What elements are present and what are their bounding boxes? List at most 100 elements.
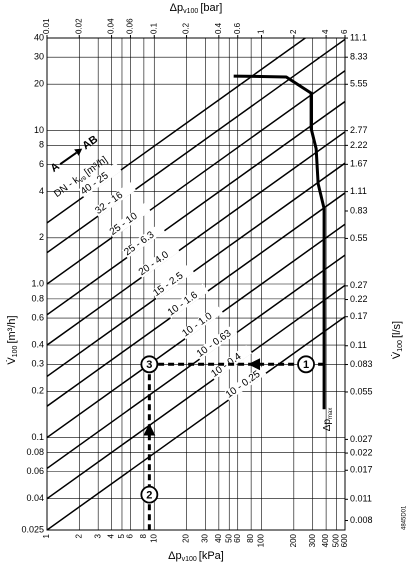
kvs-label-bg: [208, 344, 253, 380]
y-tick-label: 20: [34, 79, 44, 89]
marker: [140, 355, 159, 374]
y2-tick-label: 0.027: [350, 434, 373, 444]
right-axis-title: V̇100[l/s]: [390, 321, 404, 359]
left-axis-title: V̇100[m³/h]: [5, 315, 19, 364]
x2-tick-label: 2: [289, 29, 298, 34]
kvs-label-bg: [179, 304, 224, 340]
x-tick-label: 3: [93, 533, 102, 538]
x-tick-label: 1: [42, 533, 51, 538]
y2-tick-label: 0.17: [350, 311, 368, 321]
y2-tick-label: 8.33: [350, 52, 368, 62]
y-tick-label: 40: [34, 32, 44, 42]
x-tick-label: 20: [182, 533, 191, 542]
x2-tick-label: 0.1: [149, 22, 158, 34]
y2-tick-label: 0.011: [350, 494, 372, 504]
y-tick-label: 0.1: [31, 432, 44, 442]
kvs-label-bg: [121, 223, 166, 259]
x-tick-label: 50: [224, 533, 233, 542]
y2-tick-label: 0.27: [350, 280, 368, 290]
x-tick-label: 6: [126, 533, 135, 538]
y-tick-label: 0.2: [31, 386, 44, 396]
kvs-label: 25 - 6.3: [122, 229, 156, 258]
flow-from: A: [48, 160, 61, 174]
x2-tick-label: 0.2: [182, 22, 191, 34]
y2-tick-label: 1.67: [350, 159, 368, 169]
y2-tick-label: 0.017: [350, 465, 373, 475]
y2-tick-label: 0.22: [350, 294, 368, 304]
y-tick-label: 6: [39, 159, 44, 169]
kvs-label-bg: [136, 243, 180, 279]
kvs-line: [47, 316, 345, 530]
x-tick-label: 500: [332, 533, 341, 547]
y-tick-label: 8: [39, 140, 44, 150]
x-tick-label: 200: [289, 533, 298, 547]
x-tick-label: 2: [74, 533, 83, 538]
kvs-label: 10 - 1.0: [180, 311, 214, 340]
x-tick-label: 300: [308, 533, 317, 547]
y-tick-label: 0.08: [26, 447, 44, 457]
marker-label: 1: [303, 359, 309, 371]
flow-arrow-head: [74, 148, 83, 156]
x2-tick-label: 1: [257, 29, 266, 34]
x-tick-label: 80: [246, 533, 255, 542]
top-axis-title: Δpv100 [bar]: [170, 2, 223, 15]
y2-tick-label: 0.55: [350, 233, 368, 243]
y-tick-label: 0.4: [31, 339, 44, 349]
x-tick-label: 100: [257, 533, 266, 547]
bottom-axis-title: Δpv100 [kPa]: [168, 550, 224, 563]
x2-tick-label: 4: [321, 29, 330, 34]
y-tick-label: 10: [34, 125, 44, 135]
kvs-label: 25 - 10: [108, 210, 140, 237]
x2-tick-label: 0.04: [107, 18, 116, 34]
y-tick-label: 1.0: [31, 278, 44, 288]
kvs-line: [47, 254, 345, 469]
flow-arrow: [59, 151, 78, 166]
kvs-label: 40 - 25: [79, 170, 111, 197]
max-pressure-curve: [233, 74, 326, 410]
x-tick-label: 40: [214, 533, 223, 542]
x-tick-label: 5: [117, 533, 126, 538]
marker: [297, 355, 315, 374]
y-tick-label: 0.06: [26, 466, 44, 476]
y-tick-label: 0.8: [31, 293, 44, 303]
x-tick-label: 60: [233, 533, 242, 542]
kvs-label-bg: [194, 325, 238, 360]
y2-tick-label: 0.022: [350, 447, 373, 457]
x2-tick-label: 0.6: [233, 22, 242, 34]
y2-tick-label: 0.008: [350, 515, 373, 525]
max-label-sub: max: [328, 408, 334, 419]
kvs-line: [47, 100, 345, 316]
x-tick-label: 10: [149, 533, 158, 542]
y2-tick-label: 0.083: [350, 359, 373, 369]
y-tick-label: 0.04: [26, 493, 44, 503]
y-tick-label: 30: [34, 52, 44, 62]
y2-tick-label: 1.11: [350, 186, 367, 196]
kvs-label: 10 - 0.25: [224, 369, 263, 401]
x2-tick-label: 6: [340, 29, 349, 34]
y2-tick-label: 0.11: [350, 340, 367, 350]
y2-tick-label: 2.22: [350, 140, 368, 150]
x-tick-label: 8: [139, 533, 148, 538]
max-label-main: Δp: [322, 419, 333, 432]
kvs-line: [47, 38, 345, 254]
x2-tick-label: 0.02: [74, 18, 83, 34]
x2-tick-label: 0.4: [214, 22, 223, 34]
y2-tick-label: 2.77: [350, 125, 368, 135]
kvs-label-bg: [165, 283, 209, 319]
y2-tick-label: 5.55: [350, 79, 368, 89]
marker: [140, 485, 159, 504]
y-tick-label: 0.3: [31, 359, 44, 369]
y2-tick-label: 0.83: [350, 205, 368, 215]
kvs-label-bg: [107, 202, 151, 238]
kvs-label-bg: [92, 181, 137, 217]
x2-tick-label: 0.01: [42, 18, 51, 34]
kvs-line: [47, 70, 345, 285]
kvs-label-bg: [150, 264, 195, 300]
marker-label: 2: [146, 490, 152, 502]
x-tick-label: 400: [321, 533, 330, 547]
kvs-line: [47, 284, 345, 500]
x-tick-label: 600: [340, 533, 349, 547]
x-tick-label: 4: [107, 533, 116, 538]
document-code: 4845D01: [402, 505, 408, 530]
